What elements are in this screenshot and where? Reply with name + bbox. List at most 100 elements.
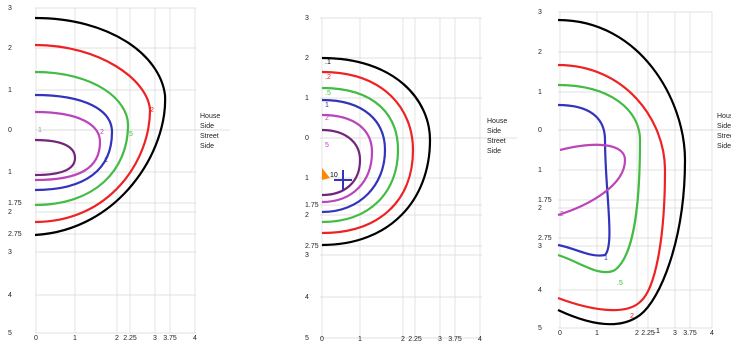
x-tick-label: 1: [595, 330, 599, 337]
contour-label: 1: [38, 127, 42, 134]
contour: [557, 83, 642, 274]
y-tick-label: 3: [8, 249, 12, 256]
x-tick-label: 2.25: [641, 330, 655, 337]
y-tick-label: 1: [305, 175, 309, 182]
contour-label: 5: [325, 142, 329, 149]
contour: [34, 70, 130, 207]
contour: [321, 98, 387, 214]
contour: [321, 86, 400, 224]
side-label: House: [200, 113, 220, 120]
contour: [321, 56, 432, 247]
y-tick-label: 5: [305, 335, 309, 341]
y-tick-label: 1: [8, 169, 12, 176]
y-tick-label: 2: [8, 209, 12, 216]
contour-label: .5: [617, 280, 623, 287]
y-tick-label: 4: [8, 292, 12, 299]
x-tick-label: 3: [153, 335, 157, 341]
x-tick-label: 0: [558, 330, 562, 337]
y-tick-label: 4: [305, 294, 309, 301]
contour-label: .2: [325, 74, 331, 81]
contour: [34, 16, 167, 237]
marker: [322, 168, 330, 180]
contour-label: .1: [654, 328, 660, 335]
side-label: Street: [717, 133, 731, 140]
side-label: Side: [487, 128, 501, 135]
contour: [34, 138, 77, 177]
y-tick-label: 2: [305, 55, 309, 62]
y-tick-label: 3: [538, 9, 542, 16]
contour-label: .5: [127, 131, 133, 138]
contour-label: 2: [150, 107, 154, 114]
y-tick-label: 3: [538, 243, 542, 250]
contour: [557, 143, 627, 217]
y-tick-label: 2: [305, 212, 309, 219]
contour-label: 2: [325, 115, 329, 122]
x-tick-label: 3: [673, 330, 677, 337]
x-tick-label: 3: [438, 336, 442, 341]
contour-label: .1: [325, 59, 331, 66]
contour: [321, 128, 362, 197]
y-tick-label: 2.75: [538, 235, 552, 242]
marker: [334, 170, 352, 190]
y-tick-label: 1.75: [8, 200, 22, 207]
contour: [34, 43, 152, 224]
x-tick-label: 4: [710, 330, 714, 337]
contour: [557, 103, 611, 257]
y-tick-label: 1: [538, 167, 542, 174]
x-tick-label: 3.75: [448, 336, 462, 341]
x-tick-label: 4: [193, 335, 197, 341]
contour-label: 1: [604, 255, 608, 262]
y-tick-label: 0: [538, 127, 542, 134]
y-tick-label: 2: [538, 205, 542, 212]
y-tick-label: 2.75: [305, 243, 319, 250]
x-tick-label: 2.25: [408, 336, 422, 341]
side-label: House: [487, 118, 507, 125]
x-tick-label: 3.75: [163, 335, 177, 341]
contour-label: 1: [325, 102, 329, 109]
side-label: Street: [200, 133, 219, 140]
y-tick-label: 1.75: [305, 202, 319, 209]
x-tick-label: 4: [478, 336, 482, 341]
x-tick-label: 0: [34, 335, 38, 341]
panel-grid: [558, 11, 731, 329]
contour-label: 2: [630, 313, 634, 320]
side-label: Side: [717, 143, 731, 150]
contour-label: 1: [104, 157, 108, 164]
contour-label: .2: [98, 129, 104, 136]
x-tick-label: 1: [358, 336, 362, 341]
y-tick-label: 1: [538, 89, 542, 96]
contours: [34, 16, 687, 326]
contour: [34, 110, 102, 182]
side-label: Side: [717, 123, 731, 130]
x-tick-label: 0: [320, 336, 324, 341]
y-tick-label: 5: [8, 330, 12, 337]
y-tick-label: 0: [305, 135, 309, 142]
y-tick-label: 3: [305, 252, 309, 259]
y-tick-label: 3: [305, 15, 309, 22]
side-label: Side: [200, 143, 214, 150]
contour-label: 10: [330, 172, 338, 179]
x-tick-label: 2: [635, 330, 639, 337]
contour: [34, 93, 114, 192]
x-tick-label: 2: [115, 335, 119, 341]
contour: [557, 63, 667, 312]
contour: [321, 113, 374, 204]
y-tick-label: 1: [8, 87, 12, 94]
contour: [557, 18, 687, 326]
x-tick-label: 2.25: [123, 335, 137, 341]
panel-grid: [320, 17, 517, 339]
y-tick-label: 2: [8, 45, 12, 52]
x-tick-label: 3.75: [683, 330, 697, 337]
y-tick-label: 2: [538, 49, 542, 56]
y-tick-label: 0: [8, 127, 12, 134]
contour: [321, 70, 415, 235]
side-label: Side: [487, 148, 501, 155]
x-tick-label: 1: [73, 335, 77, 341]
side-label: Street: [487, 138, 506, 145]
y-tick-label: 3: [8, 5, 12, 12]
side-label: House: [717, 113, 731, 120]
side-label: Side: [200, 123, 214, 130]
y-tick-label: 2.75: [8, 231, 22, 238]
contour-label: .2: [558, 211, 564, 218]
